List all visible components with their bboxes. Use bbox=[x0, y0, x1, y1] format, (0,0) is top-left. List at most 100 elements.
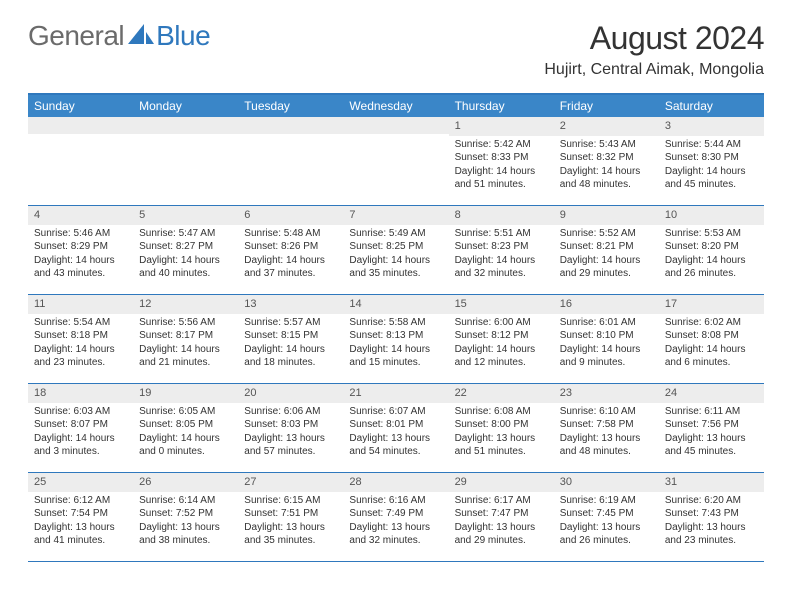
day-sunset: Sunset: 7:51 PM bbox=[244, 507, 337, 521]
day-d1: Daylight: 14 hours bbox=[349, 343, 442, 357]
day-number: 29 bbox=[449, 473, 554, 492]
month-title: August 2024 bbox=[544, 20, 764, 57]
day-number: 6 bbox=[238, 206, 343, 225]
day-d1: Daylight: 14 hours bbox=[139, 343, 232, 357]
day-cell: 26Sunrise: 6:14 AMSunset: 7:52 PMDayligh… bbox=[133, 473, 238, 561]
day-cell: 17Sunrise: 6:02 AMSunset: 8:08 PMDayligh… bbox=[659, 295, 764, 383]
day-d1: Daylight: 13 hours bbox=[455, 432, 548, 446]
day-sunset: Sunset: 7:45 PM bbox=[560, 507, 653, 521]
day-sunrise: Sunrise: 6:05 AM bbox=[139, 405, 232, 419]
day-d2: and 9 minutes. bbox=[560, 356, 653, 370]
day-sunset: Sunset: 7:49 PM bbox=[349, 507, 442, 521]
day-cell: 18Sunrise: 6:03 AMSunset: 8:07 PMDayligh… bbox=[28, 384, 133, 472]
day-number: 28 bbox=[343, 473, 448, 492]
day-cell: 13Sunrise: 5:57 AMSunset: 8:15 PMDayligh… bbox=[238, 295, 343, 383]
day-body: Sunrise: 6:19 AMSunset: 7:45 PMDaylight:… bbox=[554, 492, 659, 552]
day-sunrise: Sunrise: 6:02 AM bbox=[665, 316, 758, 330]
day-d2: and 45 minutes. bbox=[665, 178, 758, 192]
day-sunset: Sunset: 8:15 PM bbox=[244, 329, 337, 343]
day-number: 22 bbox=[449, 384, 554, 403]
day-body: Sunrise: 6:17 AMSunset: 7:47 PMDaylight:… bbox=[449, 492, 554, 552]
day-number: 10 bbox=[659, 206, 764, 225]
weekday-header: Wednesday bbox=[343, 95, 448, 117]
day-sunset: Sunset: 8:08 PM bbox=[665, 329, 758, 343]
day-sunrise: Sunrise: 5:54 AM bbox=[34, 316, 127, 330]
day-sunset: Sunset: 8:32 PM bbox=[560, 151, 653, 165]
day-d1: Daylight: 14 hours bbox=[139, 254, 232, 268]
day-d1: Daylight: 13 hours bbox=[244, 521, 337, 535]
day-cell bbox=[238, 117, 343, 205]
day-sunset: Sunset: 8:18 PM bbox=[34, 329, 127, 343]
day-number: 31 bbox=[659, 473, 764, 492]
day-number: 1 bbox=[449, 117, 554, 136]
empty-day-number bbox=[133, 117, 238, 134]
day-sunrise: Sunrise: 6:06 AM bbox=[244, 405, 337, 419]
day-d1: Daylight: 13 hours bbox=[349, 432, 442, 446]
day-number: 15 bbox=[449, 295, 554, 314]
weekday-header: Sunday bbox=[28, 95, 133, 117]
day-body: Sunrise: 6:08 AMSunset: 8:00 PMDaylight:… bbox=[449, 403, 554, 463]
day-sunset: Sunset: 8:00 PM bbox=[455, 418, 548, 432]
day-sunset: Sunset: 8:01 PM bbox=[349, 418, 442, 432]
day-d2: and 3 minutes. bbox=[34, 445, 127, 459]
day-number: 3 bbox=[659, 117, 764, 136]
day-number: 30 bbox=[554, 473, 659, 492]
day-cell: 8Sunrise: 5:51 AMSunset: 8:23 PMDaylight… bbox=[449, 206, 554, 294]
day-sunrise: Sunrise: 5:49 AM bbox=[349, 227, 442, 241]
day-sunset: Sunset: 8:27 PM bbox=[139, 240, 232, 254]
weekday-header: Monday bbox=[133, 95, 238, 117]
day-number: 20 bbox=[238, 384, 343, 403]
day-cell: 15Sunrise: 6:00 AMSunset: 8:12 PMDayligh… bbox=[449, 295, 554, 383]
day-d2: and 48 minutes. bbox=[560, 178, 653, 192]
day-sunrise: Sunrise: 5:51 AM bbox=[455, 227, 548, 241]
day-cell: 19Sunrise: 6:05 AMSunset: 8:05 PMDayligh… bbox=[133, 384, 238, 472]
day-d1: Daylight: 13 hours bbox=[244, 432, 337, 446]
day-sunset: Sunset: 8:05 PM bbox=[139, 418, 232, 432]
day-body: Sunrise: 6:05 AMSunset: 8:05 PMDaylight:… bbox=[133, 403, 238, 463]
day-d1: Daylight: 14 hours bbox=[34, 432, 127, 446]
day-sunset: Sunset: 8:30 PM bbox=[665, 151, 758, 165]
day-d1: Daylight: 13 hours bbox=[665, 432, 758, 446]
day-d1: Daylight: 14 hours bbox=[665, 343, 758, 357]
logo-text-general: General bbox=[28, 20, 124, 52]
day-d1: Daylight: 13 hours bbox=[139, 521, 232, 535]
empty-day-number bbox=[343, 117, 448, 134]
day-sunrise: Sunrise: 6:15 AM bbox=[244, 494, 337, 508]
day-body: Sunrise: 6:12 AMSunset: 7:54 PMDaylight:… bbox=[28, 492, 133, 552]
day-body: Sunrise: 5:47 AMSunset: 8:27 PMDaylight:… bbox=[133, 225, 238, 285]
day-number: 18 bbox=[28, 384, 133, 403]
day-d1: Daylight: 13 hours bbox=[560, 432, 653, 446]
logo-sail-icon bbox=[128, 22, 154, 51]
day-d2: and 23 minutes. bbox=[665, 534, 758, 548]
day-body: Sunrise: 5:43 AMSunset: 8:32 PMDaylight:… bbox=[554, 136, 659, 196]
day-body: Sunrise: 6:00 AMSunset: 8:12 PMDaylight:… bbox=[449, 314, 554, 374]
empty-day-number bbox=[28, 117, 133, 134]
day-sunrise: Sunrise: 5:58 AM bbox=[349, 316, 442, 330]
day-cell bbox=[343, 117, 448, 205]
week-row: 4Sunrise: 5:46 AMSunset: 8:29 PMDaylight… bbox=[28, 206, 764, 295]
day-sunset: Sunset: 7:43 PM bbox=[665, 507, 758, 521]
day-d2: and 41 minutes. bbox=[34, 534, 127, 548]
week-row: 1Sunrise: 5:42 AMSunset: 8:33 PMDaylight… bbox=[28, 117, 764, 206]
day-d2: and 23 minutes. bbox=[34, 356, 127, 370]
day-sunrise: Sunrise: 5:42 AM bbox=[455, 138, 548, 152]
day-cell: 4Sunrise: 5:46 AMSunset: 8:29 PMDaylight… bbox=[28, 206, 133, 294]
day-sunrise: Sunrise: 5:52 AM bbox=[560, 227, 653, 241]
day-d1: Daylight: 13 hours bbox=[560, 521, 653, 535]
weekday-header: Thursday bbox=[449, 95, 554, 117]
day-sunrise: Sunrise: 6:14 AM bbox=[139, 494, 232, 508]
day-cell: 27Sunrise: 6:15 AMSunset: 7:51 PMDayligh… bbox=[238, 473, 343, 561]
day-cell: 24Sunrise: 6:11 AMSunset: 7:56 PMDayligh… bbox=[659, 384, 764, 472]
week-row: 18Sunrise: 6:03 AMSunset: 8:07 PMDayligh… bbox=[28, 384, 764, 473]
day-d2: and 6 minutes. bbox=[665, 356, 758, 370]
day-number: 26 bbox=[133, 473, 238, 492]
day-sunset: Sunset: 8:12 PM bbox=[455, 329, 548, 343]
day-body: Sunrise: 5:46 AMSunset: 8:29 PMDaylight:… bbox=[28, 225, 133, 285]
day-sunrise: Sunrise: 6:20 AM bbox=[665, 494, 758, 508]
day-body: Sunrise: 5:49 AMSunset: 8:25 PMDaylight:… bbox=[343, 225, 448, 285]
day-cell: 12Sunrise: 5:56 AMSunset: 8:17 PMDayligh… bbox=[133, 295, 238, 383]
day-body: Sunrise: 6:06 AMSunset: 8:03 PMDaylight:… bbox=[238, 403, 343, 463]
day-body: Sunrise: 6:02 AMSunset: 8:08 PMDaylight:… bbox=[659, 314, 764, 374]
day-cell: 31Sunrise: 6:20 AMSunset: 7:43 PMDayligh… bbox=[659, 473, 764, 561]
day-sunrise: Sunrise: 5:53 AM bbox=[665, 227, 758, 241]
